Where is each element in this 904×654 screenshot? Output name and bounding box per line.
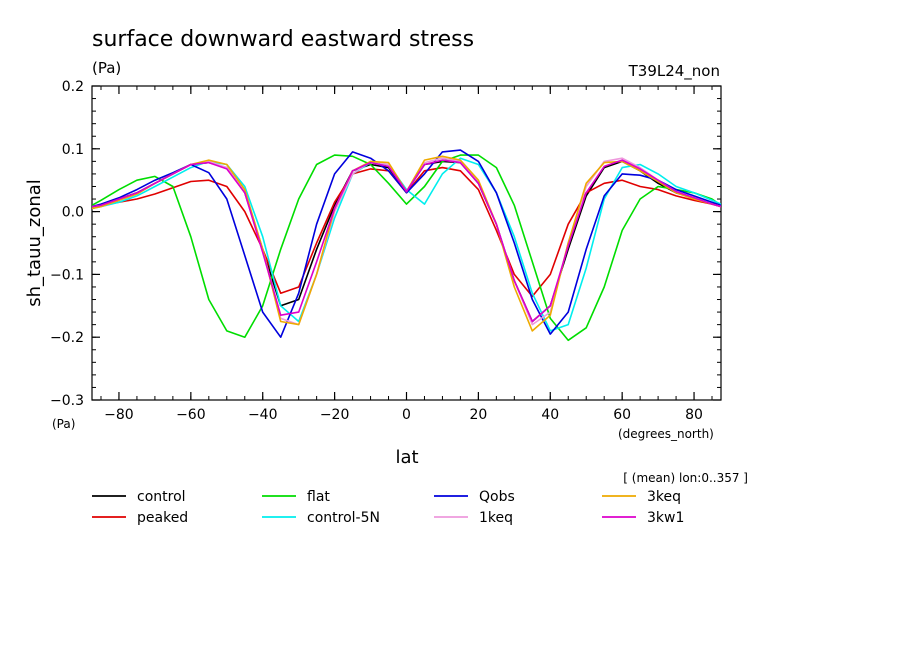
chart-title: surface downward eastward stress <box>92 27 474 52</box>
x-tick-label: 0 <box>402 407 411 423</box>
y-tick-labels: −0.3 −0.2 −0.1 0.0 0.1 0.2 <box>50 79 84 409</box>
series-line-3kw1 <box>92 159 721 323</box>
x-tick-label: 20 <box>469 407 487 423</box>
x-axis-label: lat <box>395 447 418 468</box>
y-tick-label: −0.3 <box>50 393 84 409</box>
averaging-note: [ (mean) lon:0..357 ] <box>623 471 748 485</box>
series-line-control <box>92 160 721 323</box>
experiment-label: T39L24_non <box>628 62 720 81</box>
y-tick-label: 0.0 <box>62 205 84 221</box>
legend-label-control: control <box>137 489 186 505</box>
x-tick-labels: −80 −60 −40 −20 0 20 40 60 80 <box>104 407 703 423</box>
series-line-control-5n <box>92 157 721 332</box>
title-units: (Pa) <box>92 59 121 77</box>
plot-frame <box>91 85 722 401</box>
legend-label-1keq: 1keq <box>479 510 513 526</box>
legend-label-3keq: 3keq <box>647 489 681 505</box>
y-tick-label: −0.1 <box>50 267 84 283</box>
x-tick-label: −40 <box>248 407 278 423</box>
x-tick-label: 60 <box>613 407 631 423</box>
legend-label-3kw1: 3kw1 <box>647 510 684 526</box>
legend-label-control-5n: control-5N <box>307 510 380 526</box>
x-tick-label: −80 <box>104 407 134 423</box>
legend: control peaked flat control-5N Qobs 1keq 3keq 3… <box>92 489 684 526</box>
y-tick-label: 0.1 <box>62 142 84 158</box>
y-axis-units: (Pa) <box>52 417 75 431</box>
y-tick-label: −0.2 <box>50 330 84 346</box>
y-tick-label: 0.2 <box>62 79 84 95</box>
series-line-peaked <box>92 166 721 298</box>
series-lines <box>92 149 721 342</box>
series-line-flat <box>92 154 721 342</box>
major-ticks <box>92 85 721 401</box>
legend-label-peaked: peaked <box>137 510 188 526</box>
x-tick-label: 40 <box>541 407 559 423</box>
series-line-qobs <box>92 149 721 339</box>
x-tick-label: −60 <box>176 407 206 423</box>
legend-label-flat: flat <box>307 489 330 505</box>
minor-ticks <box>92 85 721 401</box>
y-axis-label: sh_tauu_zonal <box>24 179 45 307</box>
x-axis-units: (degrees_north) <box>618 427 714 441</box>
x-tick-label: −20 <box>320 407 350 423</box>
legend-label-qobs: Qobs <box>479 489 515 505</box>
x-tick-label: 80 <box>685 407 703 423</box>
